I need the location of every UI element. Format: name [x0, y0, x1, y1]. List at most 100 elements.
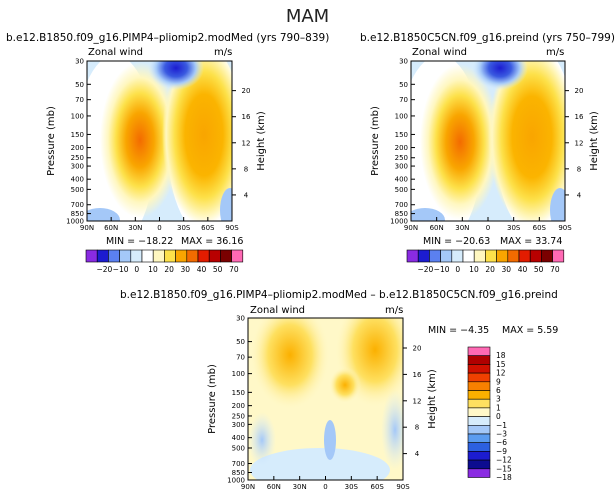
- panel1-htick-label: 8: [577, 165, 581, 173]
- panel0-colorbar-swatch: [96, 249, 109, 263]
- panel1-xtick-label: 30N: [455, 224, 469, 232]
- panel0-ytick-label: 250: [71, 154, 84, 162]
- panel2-colorbar-swatch: [467, 398, 491, 409]
- panel2-ytick-label: 400: [232, 434, 245, 442]
- panel2-colorbar-label: 3: [496, 395, 501, 404]
- panel2-ylabel: Pressure (mb): [207, 364, 218, 434]
- panel0-ytick-label: 1000: [66, 218, 84, 226]
- panel0-colorbar-swatch: [85, 249, 98, 263]
- panel1-ytick-label: 70: [399, 96, 408, 104]
- panel1-units: m/s: [546, 47, 565, 58]
- panel1-ytick-label: 100: [395, 112, 408, 120]
- panel0-ytick-label: 70: [75, 96, 84, 104]
- panel1-colorbar-label: 40: [518, 265, 528, 274]
- panel2-colorbar-swatch: [467, 364, 491, 374]
- panel2-colorbar-swatch: [467, 451, 491, 461]
- panel1-htick-label: 16: [575, 113, 584, 121]
- panel2-colorbar-swatch: [467, 468, 491, 478]
- panel1-colorbar-swatch: [518, 249, 531, 263]
- panel0-colorbar-swatch: [231, 249, 244, 263]
- panel0-xtick-label: 0: [157, 224, 161, 232]
- panel2-xtick-label: 0: [323, 483, 327, 491]
- panel2-colorbar-swatch: [467, 442, 491, 452]
- panel1-ytick-label: 400: [395, 176, 408, 184]
- panel2-colorbar-label: 15: [496, 360, 506, 369]
- panel0-htick-label: 4: [244, 191, 249, 199]
- panel0-colorbar-swatch: [130, 249, 143, 263]
- panel2-colorbar-label: 12: [496, 369, 506, 378]
- panel0-ytick-label: 500: [71, 186, 84, 194]
- panel1-min: MIN = −20.63: [423, 236, 491, 247]
- panel2-htick-label: 12: [413, 397, 422, 405]
- panel1-colorbar-swatch: [485, 249, 497, 263]
- panel1-ylabel: Pressure (mb): [370, 106, 381, 176]
- panel0-colorbar-label: 40: [197, 265, 207, 274]
- panel0-xtick-label: 60N: [104, 224, 118, 232]
- panel0-max: MAX = 36.16: [181, 236, 244, 247]
- panel0-title: b.e12.B1850.f09_g16.PIMP4–pliomip2.modMe…: [6, 32, 330, 44]
- panel0-colorbar-swatch: [141, 249, 154, 263]
- panel1-xtick-label: 90S: [558, 224, 572, 232]
- panel1-field: [411, 61, 565, 221]
- panel2-ytick-label: 200: [232, 402, 245, 410]
- panel0-field: [87, 61, 232, 221]
- panel2-colorbar-label: 6: [496, 386, 501, 395]
- panel0-xtick-label: 90N: [80, 224, 94, 232]
- panel1-xtick-label: 90N: [404, 224, 418, 232]
- panel1-max: MAX = 33.74: [500, 236, 563, 247]
- panel2-ytick-label: 70: [236, 354, 245, 362]
- panel0-colorbar-label: −20: [97, 265, 113, 274]
- panel0-min: MIN = −18.22: [106, 236, 174, 247]
- panel0-htick-label: 20: [242, 87, 251, 95]
- panel1-colorbar-swatch: [417, 249, 430, 263]
- panel1-colorbar-label: 0: [455, 265, 460, 274]
- panel0-variable: Zonal wind: [88, 47, 144, 58]
- panel2-colorbar-label: −9: [496, 447, 507, 456]
- panel1-colorbar-swatch: [552, 249, 565, 263]
- panel2-ytick-label: 100: [232, 370, 245, 378]
- panel2-colorbar-swatch: [467, 407, 491, 417]
- panel0-ytick-label: 50: [75, 81, 84, 89]
- panel1-xtick-label: 60S: [533, 224, 547, 232]
- panel0-colorbar-swatch: [164, 249, 176, 263]
- panel2-units: m/s: [385, 305, 404, 316]
- panel2-xtick-label: 90S: [396, 483, 410, 491]
- panel2-colorbar-label: −3: [496, 430, 507, 439]
- panel1-colorbar-swatch: [440, 249, 453, 263]
- panel2-colorbar-label: −6: [496, 438, 507, 447]
- panel2-colorbar-label: 1: [496, 403, 501, 412]
- panel0-htick-label: 8: [244, 165, 248, 173]
- panel1-colorbar-swatch: [507, 249, 520, 263]
- panel2-colorbar-swatch: [467, 390, 491, 400]
- panel2-ytick-label: 50: [236, 338, 245, 346]
- panel1-colorbar-swatch: [529, 249, 542, 263]
- panel2-colorbar-label: 18: [496, 351, 506, 360]
- panel1-variable: Zonal wind: [412, 47, 468, 58]
- panel1-colorbar-label: 30: [502, 265, 512, 274]
- panel0-ytick-label: 30: [75, 58, 84, 66]
- panel0-ytick-label: 100: [71, 112, 84, 120]
- panel2-colorbar-label: −15: [496, 464, 512, 473]
- panel0-colorbar-swatch: [175, 249, 188, 263]
- panel0-xtick-label: 90S: [225, 224, 239, 232]
- panel0-xtick-label: 30S: [177, 224, 191, 232]
- panel2-htick-label: 20: [413, 345, 422, 353]
- panel0-ytick-label: 400: [71, 176, 84, 184]
- panel2-ytick-label: 250: [232, 412, 245, 420]
- panel1-ylabel-right: Height (km): [589, 111, 600, 171]
- panel2-xtick-label: 60S: [370, 483, 384, 491]
- panel1-xtick-label: 0: [486, 224, 490, 232]
- panel2-colorbar-swatch: [467, 459, 491, 470]
- panel2-colorbar-swatch: [467, 346, 491, 356]
- panel2-min: MIN = −4.35: [428, 325, 490, 336]
- panel1-colorbar-label: −20: [418, 265, 434, 274]
- panel2-max: MAX = 5.59: [502, 325, 559, 336]
- panel1-colorbar-swatch: [496, 249, 509, 263]
- panel0-xtick-label: 60S: [201, 224, 215, 232]
- panel2-ytick-label: 850: [232, 469, 245, 477]
- panel2-colorbar-swatch: [467, 424, 491, 435]
- panel1-ytick-label: 300: [395, 163, 408, 171]
- panel2-colorbar-label: −18: [496, 473, 512, 482]
